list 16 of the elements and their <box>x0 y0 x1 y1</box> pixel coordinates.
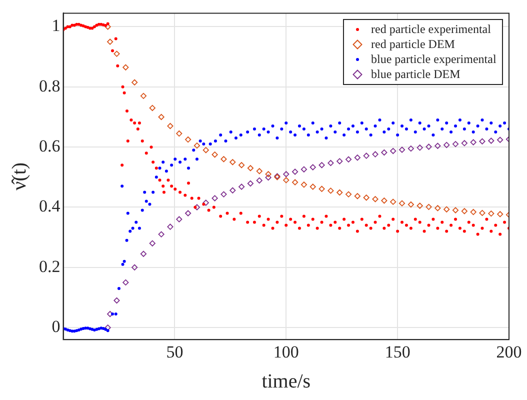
y-tick-label: 0.4 <box>39 196 61 216</box>
legend-label: blue particle experimental <box>371 52 496 68</box>
x-axis-title: time/s <box>262 370 311 392</box>
y-tick-label: 1 <box>52 16 60 36</box>
legend-label: red particle experimental <box>371 22 491 38</box>
x-tick-label: 50 <box>166 342 184 362</box>
y-axis-title: ν̂(t) <box>8 162 30 190</box>
y-tick-label: 0.8 <box>39 76 60 96</box>
x-tick-label: 200 <box>496 342 522 362</box>
legend-label: red particle DEM <box>371 37 455 52</box>
x-tick-label: 100 <box>273 342 299 362</box>
x-tick-label: 150 <box>384 342 410 362</box>
y-tick-label: 0.6 <box>39 136 60 156</box>
legend-label: blue particle DEM <box>371 67 460 82</box>
y-tick-label: 0.2 <box>39 256 60 276</box>
y-tick-label: 0 <box>52 317 60 336</box>
